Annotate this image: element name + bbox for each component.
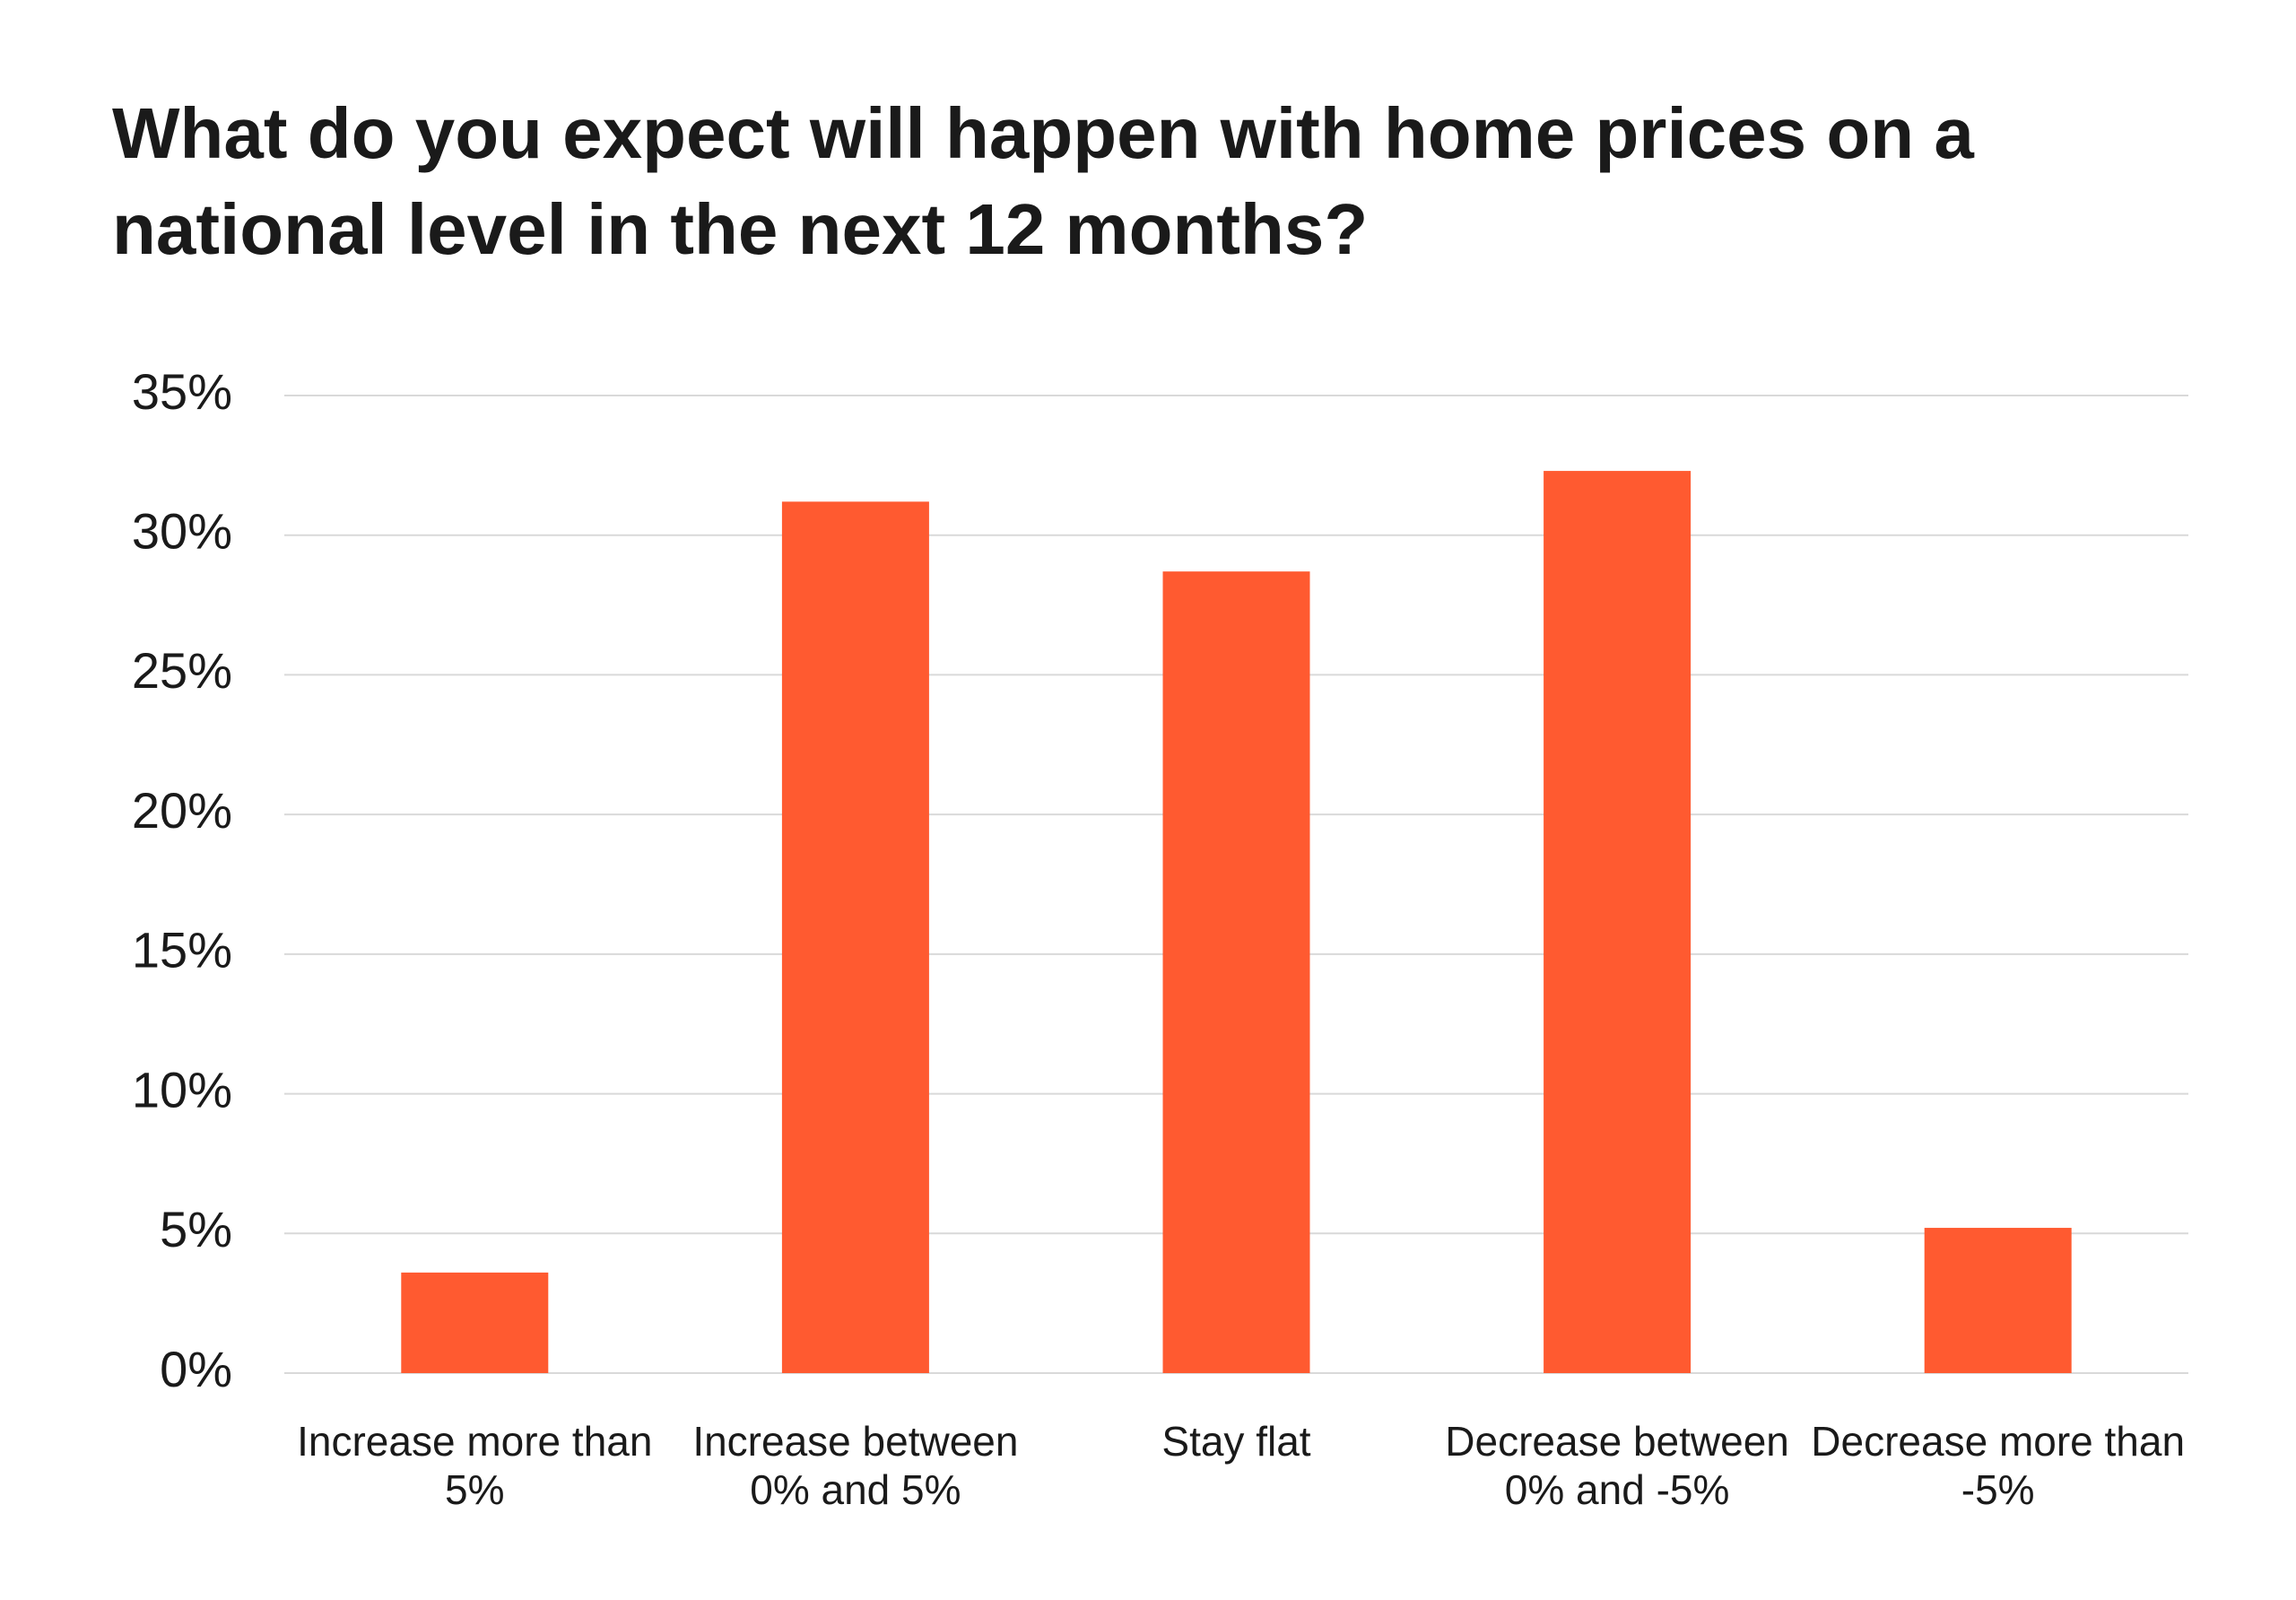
x-tick-label: Increase more than 5% [297, 1418, 653, 1513]
bar [1544, 471, 1692, 1373]
y-tick-label: 0% [160, 1341, 232, 1397]
bar [781, 501, 929, 1373]
y-tick-label: 30% [132, 503, 232, 560]
bar [401, 1272, 549, 1373]
y-tick-label: 35% [132, 363, 232, 420]
x-tick-label: Stay flat [1161, 1418, 1311, 1465]
y-tick-label: 15% [132, 922, 232, 978]
y-tick-label: 10% [132, 1061, 232, 1117]
x-tick-label: Decrease between 0% and -5% [1445, 1418, 1789, 1513]
chart-title: What do you expect will happen with home… [112, 93, 1974, 269]
y-tick-label: 5% [160, 1201, 232, 1257]
x-tick-label: Decrease more than -5% [1811, 1418, 2186, 1513]
y-tick-label: 25% [132, 642, 232, 699]
x-tick-label: Increase between 0% and 5% [692, 1418, 1019, 1513]
y-tick-label: 20% [132, 782, 232, 839]
bar [1162, 571, 1310, 1373]
bar [1924, 1228, 2072, 1373]
